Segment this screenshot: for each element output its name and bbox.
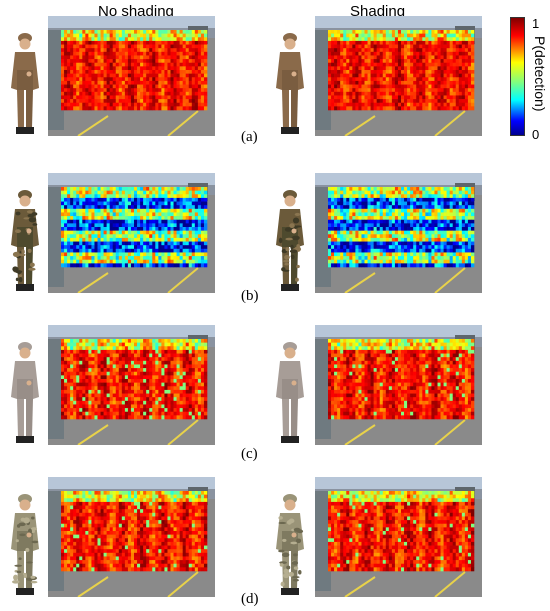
column-header-no-shading: No shading <box>98 3 174 20</box>
column-header-shading: Shading <box>350 3 406 20</box>
detection-heatmap-scene <box>315 477 482 597</box>
soldier-figure <box>5 187 45 302</box>
panel-label-d: (d) <box>241 591 259 607</box>
soldier-figure <box>270 339 310 454</box>
panel-label-a: (a) <box>241 129 258 145</box>
detection-heatmap-scene <box>315 16 482 136</box>
detection-heatmap-scene <box>48 173 215 293</box>
detection-heatmap-scene <box>48 477 215 597</box>
detection-heatmap-scene <box>315 325 482 445</box>
panel-label-c: (c) <box>241 446 258 462</box>
detection-heatmap-scene <box>48 325 215 445</box>
colorbar-title: P(detection) <box>532 36 548 112</box>
soldier-figure <box>270 187 310 302</box>
soldier-figure <box>5 339 45 454</box>
soldier-figure <box>270 30 310 145</box>
colorbar-min-label: 0 <box>532 127 540 142</box>
soldier-figure <box>270 491 310 606</box>
panel-label-b: (b) <box>241 288 259 304</box>
detection-heatmap-scene <box>48 16 215 136</box>
soldier-figure <box>5 491 45 606</box>
soldier-figure <box>5 30 45 145</box>
colorbar <box>510 17 525 136</box>
detection-heatmap-scene <box>315 173 482 293</box>
colorbar-max-label: 1 <box>532 16 540 31</box>
